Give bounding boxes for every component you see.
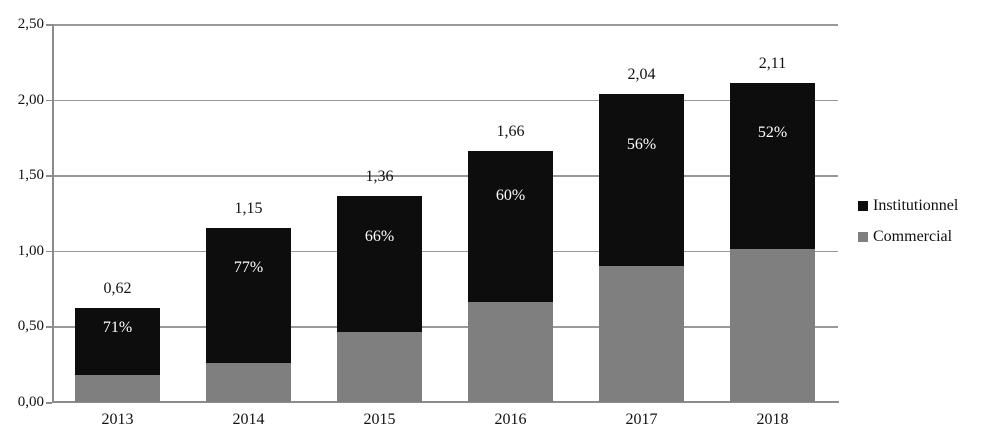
y-axis-tick bbox=[46, 175, 52, 177]
bar-segment-commercial bbox=[75, 374, 160, 402]
bar-segment-commercial bbox=[730, 249, 815, 402]
y-axis-tick-label: 1,50 bbox=[17, 167, 44, 184]
gridline bbox=[52, 99, 838, 102]
bar-segment-institutionnel bbox=[468, 151, 553, 303]
y-axis-tick-label: 1,00 bbox=[17, 242, 44, 259]
bar-segment-institutionnel bbox=[599, 93, 684, 266]
segment-percentage-label: 56% bbox=[626, 136, 657, 154]
chart-legend: Institutionnel Commercial bbox=[858, 198, 958, 260]
legend-swatch-icon bbox=[858, 232, 868, 242]
y-axis-tick bbox=[46, 99, 52, 102]
bar-total-label: 1,15 bbox=[234, 200, 263, 218]
segment-percentage-label: 77% bbox=[233, 259, 264, 277]
plot-area bbox=[46, 24, 838, 404]
bar-total-label: 0,62 bbox=[103, 280, 132, 298]
y-axis-tick bbox=[46, 326, 52, 328]
bar-total-label: 1,66 bbox=[496, 123, 525, 140]
bar-segment-institutionnel bbox=[337, 196, 422, 333]
x-axis-tick-label: 2018 bbox=[756, 411, 789, 428]
bar-total-label: 2,11 bbox=[758, 54, 787, 72]
bar-segment-commercial bbox=[468, 302, 553, 402]
x-axis-tick-label: 2013 bbox=[101, 411, 134, 428]
legend-swatch-icon bbox=[858, 201, 868, 211]
legend-label: Commercial bbox=[873, 228, 953, 245]
y-axis-line bbox=[52, 24, 54, 403]
gridline bbox=[52, 326, 838, 328]
bar-segment-commercial bbox=[337, 332, 422, 402]
y-axis-tick-label: 0,00 bbox=[17, 394, 44, 410]
x-axis-tick-label: 2016 bbox=[494, 411, 527, 428]
bar-segment-institutionnel bbox=[75, 308, 160, 375]
legend-label: Institutionnel bbox=[873, 197, 959, 214]
segment-percentage-label: 60% bbox=[495, 187, 526, 205]
bar-segment-institutionnel bbox=[730, 82, 815, 250]
x-axis-tick-label: 2015 bbox=[363, 411, 396, 428]
y-axis-tick bbox=[46, 24, 52, 26]
y-axis-tick-label: 0,50 bbox=[17, 318, 44, 335]
y-axis-tick bbox=[46, 402, 52, 404]
segment-percentage-label: 71% bbox=[102, 319, 133, 337]
legend-item: Commercial bbox=[858, 229, 958, 245]
bar-total-label: 2,04 bbox=[627, 65, 656, 83]
segment-percentage-label: 52% bbox=[757, 123, 788, 141]
bar-segment-institutionnel bbox=[206, 228, 291, 363]
x-axis-tick-label: 2017 bbox=[625, 411, 658, 428]
bar-segment-commercial bbox=[599, 265, 684, 402]
gridline bbox=[52, 175, 838, 177]
bar-total-label: 1,36 bbox=[365, 168, 394, 186]
y-axis-tick-label: 2,00 bbox=[17, 91, 44, 108]
gridline bbox=[52, 24, 838, 26]
x-axis-tick-label: 2014 bbox=[232, 411, 265, 428]
segment-percentage-label: 66% bbox=[364, 228, 395, 246]
gridline bbox=[52, 250, 838, 253]
y-axis-tick bbox=[46, 250, 52, 253]
y-axis-tick-label: 2,50 bbox=[17, 16, 44, 32]
legend-item: Institutionnel bbox=[858, 198, 958, 214]
bar-segment-commercial bbox=[206, 362, 291, 402]
x-axis-line bbox=[52, 401, 839, 403]
